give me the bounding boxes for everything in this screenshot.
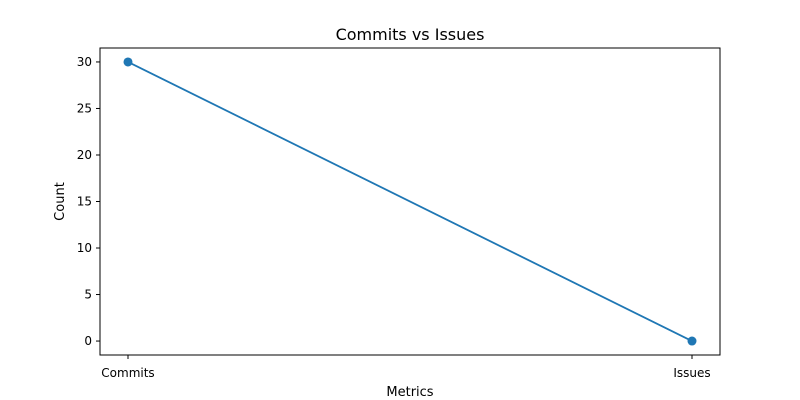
- series-line: [127, 61, 693, 342]
- y-tick-label: 5: [84, 288, 92, 302]
- y-tick-label: 10: [77, 241, 92, 255]
- y-tick-label: 30: [77, 55, 92, 69]
- series-layer: [123, 57, 697, 346]
- y-axis-label: Count: [53, 182, 68, 221]
- x-axis-label: Metrics: [386, 385, 433, 400]
- y-tick-label: 20: [77, 148, 92, 162]
- y-axis: 0 5 10 15 20 25 30: [77, 55, 100, 348]
- chart-title: Commits vs Issues: [336, 25, 485, 44]
- y-tick-label: 15: [77, 195, 92, 209]
- x-tick-label: Commits: [101, 366, 154, 380]
- data-point: [687, 336, 697, 346]
- y-tick-label: 25: [77, 101, 92, 115]
- y-tick-label: 0: [84, 334, 92, 348]
- x-tick-label: Issues: [673, 366, 710, 380]
- x-axis: Commits Issues: [101, 355, 711, 380]
- data-point: [123, 57, 133, 67]
